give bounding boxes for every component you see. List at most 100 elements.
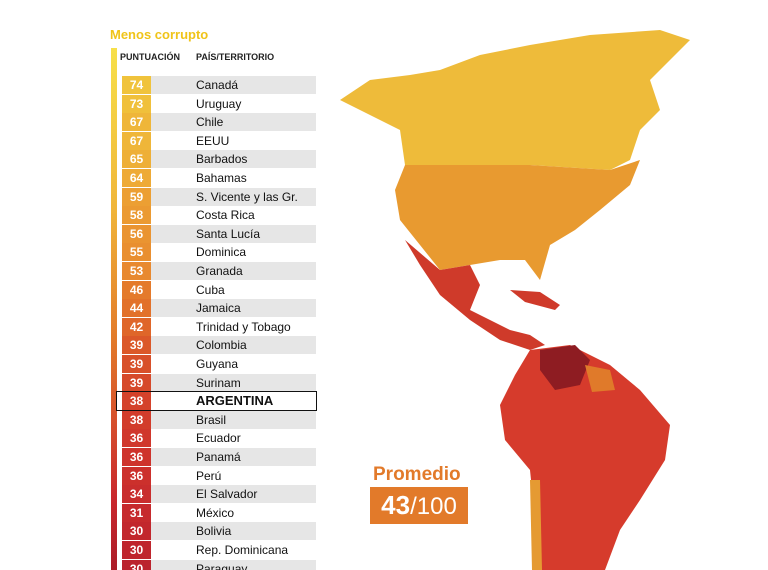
score-cell: 55	[122, 243, 151, 262]
score-cell: 30	[122, 559, 151, 570]
country-cell: Guyana	[151, 355, 316, 373]
country-cell: Colombia	[151, 336, 316, 355]
guyanas	[585, 365, 615, 392]
country-cell: Chile	[151, 113, 316, 132]
score-cell: 39	[122, 336, 151, 355]
score-cell: 30	[122, 522, 151, 541]
caribbean	[510, 290, 560, 310]
score-cell: 36	[122, 448, 151, 466]
score-cell: 36	[122, 466, 151, 485]
map	[340, 30, 690, 570]
venezuela	[540, 345, 590, 390]
average-score: 43	[381, 490, 411, 520]
chile	[530, 480, 542, 570]
table-row: 59 S. Vicente y las Gr.	[122, 187, 316, 206]
scale-bar	[111, 48, 117, 570]
country-cell: Cuba	[151, 280, 316, 299]
table-row: 64 Bahamas	[122, 169, 316, 187]
score-cell: 38	[122, 410, 151, 429]
score-cell: 58	[122, 206, 151, 225]
score-cell: 34	[122, 485, 151, 504]
score-cell: 53	[122, 262, 151, 280]
table-row: 39 Surinam	[122, 373, 316, 392]
score-cell: 39	[122, 355, 151, 373]
country-cell: El Salvador	[151, 485, 316, 504]
score-cell: 67	[122, 131, 151, 150]
country-cell: Jamaica	[151, 299, 316, 318]
country-cell: EEUU	[151, 131, 316, 150]
country-cell: Bahamas	[151, 169, 316, 187]
table-row: 30 Bolivia	[122, 522, 316, 541]
country-cell: Brasil	[151, 410, 316, 429]
table-row: 73 Uruguay	[122, 94, 316, 113]
table-row: 65 Barbados	[122, 150, 316, 169]
country-cell: Barbados	[151, 150, 316, 169]
table-row: 56 Santa Lucía	[122, 224, 316, 243]
table-row: 36 Panamá	[122, 448, 316, 466]
usa	[395, 160, 640, 280]
table-row: 31 México	[122, 503, 316, 522]
table-row: 42 Trinidad y Tobago	[122, 317, 316, 336]
score-cell: 59	[122, 187, 151, 206]
score-cell: 36	[122, 429, 151, 448]
column-header: PAÍS/TERRITORIO	[196, 52, 275, 62]
score-cell: 64	[122, 169, 151, 187]
table-row: 58 Costa Rica	[122, 206, 316, 225]
country-cell: Paraguay	[151, 559, 316, 570]
table-row: 30 Paraguay	[122, 559, 316, 570]
score-cell: 56	[122, 224, 151, 243]
country-cell: Bolivia	[151, 522, 316, 541]
score-cell: 42	[122, 317, 151, 336]
table-row: 46 Cuba	[122, 280, 316, 299]
country-cell: S. Vicente y las Gr.	[151, 187, 316, 206]
score-cell: 65	[122, 150, 151, 169]
south-america	[500, 345, 670, 570]
score-cell: 67	[122, 113, 151, 132]
table-row: 55 Dominica	[122, 243, 316, 262]
table-row: 38 Brasil	[122, 410, 316, 429]
average-box: 43/100	[370, 487, 468, 524]
average-max: /100	[410, 493, 457, 520]
country-cell: Santa Lucía	[151, 224, 316, 243]
country-cell: Surinam	[151, 373, 316, 392]
country-cell: ARGENTINA	[151, 392, 316, 411]
column-header: PUNTUACIÓN	[120, 52, 180, 62]
score-cell: 30	[122, 541, 151, 559]
table-row: 30 Rep. Dominicana	[122, 541, 316, 559]
average-label: Promedio	[373, 464, 461, 485]
mexico	[405, 240, 545, 350]
country-cell: Canadá	[151, 76, 316, 94]
score-cell: 73	[122, 94, 151, 113]
country-cell: Panamá	[151, 448, 316, 466]
country-cell: Rep. Dominicana	[151, 541, 316, 559]
country-cell: Dominica	[151, 243, 316, 262]
score-cell: 38	[122, 392, 151, 411]
table-row: 44 Jamaica	[122, 299, 316, 318]
score-cell: 46	[122, 280, 151, 299]
canada	[340, 30, 690, 170]
country-cell: Granada	[151, 262, 316, 280]
table-row: 67 EEUU	[122, 131, 316, 150]
table-row: 34 El Salvador	[122, 485, 316, 504]
table-row: 38 ARGENTINA	[116, 391, 317, 412]
score-cell: 74	[122, 76, 151, 94]
country-cell: Trinidad y Tobago	[151, 317, 316, 336]
country-cell: Uruguay	[151, 94, 316, 113]
country-cell: Ecuador	[151, 429, 316, 448]
table-row: 36 Ecuador	[122, 429, 316, 448]
table-row: 39 Guyana	[122, 355, 316, 373]
title: Menos corrupto	[110, 27, 209, 42]
country-cell: Perú	[151, 466, 316, 485]
score-cell: 44	[122, 299, 151, 318]
score-cell: 39	[122, 373, 151, 392]
table-row: 39 Colombia	[122, 336, 316, 355]
country-cell: México	[151, 503, 316, 522]
country-cell: Costa Rica	[151, 206, 316, 225]
score-cell: 31	[122, 503, 151, 522]
table-row: 67 Chile	[122, 113, 316, 132]
table-row: 36 Perú	[122, 466, 316, 485]
table-row: 53 Granada	[122, 262, 316, 280]
table-row: 74 Canadá	[122, 76, 316, 94]
